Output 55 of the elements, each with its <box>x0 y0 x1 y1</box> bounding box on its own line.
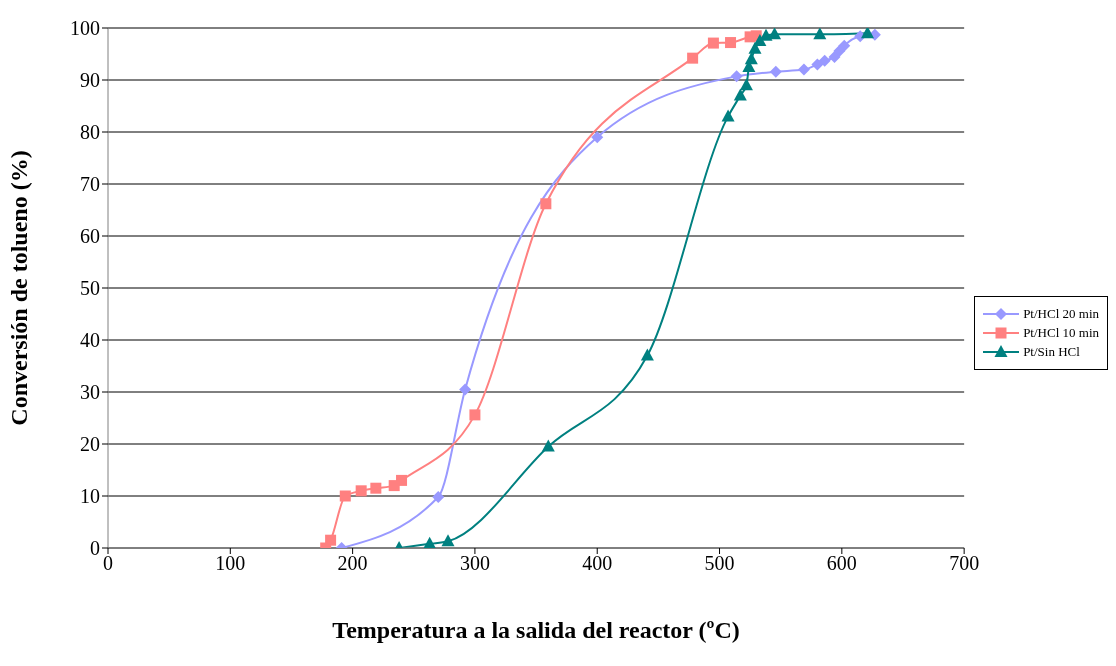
point <box>768 28 782 40</box>
y-tick-label: 70 <box>80 173 100 196</box>
point <box>459 383 472 396</box>
point <box>811 58 824 71</box>
point <box>838 39 851 52</box>
point <box>469 409 481 421</box>
y-tick-label: 30 <box>80 381 100 404</box>
y-tick-label: 90 <box>80 69 100 92</box>
point <box>355 485 367 497</box>
x-tick-label: 300 <box>459 552 490 575</box>
point <box>707 37 719 49</box>
point <box>423 536 437 548</box>
x-axis-title: Temperatura a la salida del reactor (ºC) <box>332 617 740 643</box>
x-tick-label: 200 <box>337 552 368 575</box>
y-tick-label: 80 <box>80 121 100 144</box>
point <box>370 482 382 494</box>
y-axis-title: Conversión de tolueno (%) <box>5 150 32 426</box>
point <box>432 491 445 504</box>
point <box>396 474 408 486</box>
point <box>861 28 875 39</box>
point <box>828 51 841 64</box>
legend-label: Pt/HCl 20 min <box>1023 306 1099 322</box>
x-tick-label: 100 <box>215 552 246 575</box>
point <box>733 88 747 101</box>
x-tick-label: 400 <box>582 552 613 575</box>
point <box>797 63 810 76</box>
y-tick-label: 60 <box>80 225 100 248</box>
point <box>730 70 743 83</box>
point <box>687 52 699 64</box>
point <box>339 490 351 502</box>
y-tick-label: 10 <box>80 485 100 508</box>
legend-label: Pt/HCl 10 min <box>1023 325 1099 341</box>
point <box>744 52 758 65</box>
point <box>540 198 552 210</box>
y-tick-label: 100 <box>70 17 100 40</box>
point <box>721 109 735 122</box>
y-tick-label: 50 <box>80 277 100 300</box>
point <box>818 54 831 67</box>
point <box>725 37 737 49</box>
y-tick-label: 40 <box>80 329 100 352</box>
point <box>739 78 753 91</box>
point <box>640 348 654 361</box>
point <box>541 439 555 452</box>
point <box>769 65 782 78</box>
point <box>325 534 337 546</box>
point <box>813 28 827 40</box>
x-tick-label: 500 <box>704 552 735 575</box>
legend-label: Pt/Sin HCl <box>1023 344 1080 360</box>
point <box>441 534 455 547</box>
x-tick-label: 600 <box>826 552 857 575</box>
y-tick-label: 20 <box>80 433 100 456</box>
point <box>759 28 773 41</box>
point <box>591 131 604 144</box>
y-tick-label: 0 <box>90 537 100 560</box>
x-tick-label: 700 <box>949 552 980 575</box>
